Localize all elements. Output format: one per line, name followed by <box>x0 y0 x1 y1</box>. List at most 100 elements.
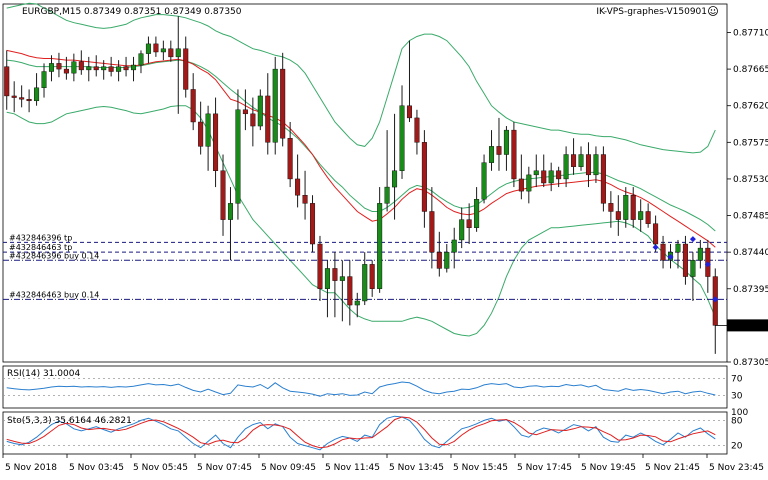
candle-body <box>392 170 398 188</box>
price-tick-label: 0.87485 <box>733 212 768 222</box>
candle-body <box>518 178 524 192</box>
candle-body <box>48 63 54 72</box>
price-tick-label: 0.87665 <box>733 65 768 75</box>
candle-body <box>63 68 69 74</box>
candle-body <box>653 223 659 245</box>
candle-body <box>250 113 256 127</box>
candle-body <box>302 195 308 204</box>
candle-body <box>198 121 204 147</box>
candle-body <box>548 170 554 184</box>
candle-body <box>280 68 286 139</box>
trade-arrow-icon[interactable] <box>712 296 719 303</box>
candle-body <box>585 154 591 176</box>
candle-body <box>160 48 166 53</box>
candle-body <box>436 251 442 269</box>
candle-body <box>623 195 629 220</box>
candle-body <box>227 203 233 220</box>
candle-body <box>682 243 688 277</box>
candle-body <box>86 66 92 71</box>
candle-body <box>593 154 599 176</box>
candle-body <box>272 68 278 143</box>
candle-body <box>481 162 487 200</box>
current-price-label: 0.87350 <box>730 322 767 332</box>
trade-arrow-icon[interactable] <box>704 261 711 268</box>
candle-body <box>339 276 345 281</box>
candle-body <box>615 211 621 220</box>
price-tick-label: 0.87710 <box>733 28 768 38</box>
moving-average-line <box>6 49 716 248</box>
candle-body <box>317 243 323 289</box>
candle-body <box>205 113 211 147</box>
price-tick-label: 0.87530 <box>733 175 768 185</box>
candle-body <box>101 66 107 71</box>
candle-body <box>645 211 651 224</box>
candle-body <box>429 211 435 253</box>
candle-body <box>503 129 509 155</box>
stochastic-tick-label: 80 <box>731 416 743 426</box>
candle-body <box>541 170 547 184</box>
candle-body <box>675 243 681 253</box>
candle-body <box>116 66 122 72</box>
candle-body <box>399 105 405 171</box>
rsi-line <box>6 381 716 397</box>
stochastic-pane-frame <box>2 411 728 455</box>
candle-body <box>242 109 248 115</box>
candle-body <box>556 170 562 180</box>
candle-body <box>190 89 196 123</box>
candle-body <box>578 154 584 167</box>
candle-body <box>71 61 77 74</box>
candle-body <box>213 113 219 171</box>
candle-body <box>474 199 480 228</box>
current-price-tag <box>727 319 768 332</box>
candle-body <box>19 97 25 100</box>
trade-arrow-icon[interactable] <box>652 244 659 251</box>
price-tick-label: 0.87620 <box>733 102 768 112</box>
candle-body <box>78 61 84 71</box>
time-tick-label: 5 Nov 19:45 <box>581 463 636 473</box>
candle-body <box>533 170 539 176</box>
candle-body <box>608 203 614 212</box>
time-tick-label: 5 Nov 11:45 <box>325 463 380 473</box>
candle-body <box>571 154 577 167</box>
candle-body <box>34 87 40 102</box>
candle-body <box>451 239 457 253</box>
candle-body <box>287 138 293 180</box>
candle-body <box>369 264 375 289</box>
candle-body <box>638 211 644 220</box>
price-tick-label: 0.87575 <box>733 138 768 148</box>
trade-arrow-icon[interactable] <box>689 236 696 243</box>
rsi-pane-frame <box>2 365 728 409</box>
candle-body <box>123 66 129 71</box>
order-level-label: #432846463 tp <box>9 243 72 252</box>
candle-body <box>220 170 226 220</box>
time-tick-label: 5 Nov 17:45 <box>517 463 572 473</box>
price-tick-label: 0.87440 <box>733 248 768 258</box>
rsi-tick-label: 30 <box>731 391 743 401</box>
time-tick-label: 5 Nov 09:45 <box>261 463 316 473</box>
rsi-title: RSI(14) 31.0004 <box>7 369 80 379</box>
candle-body <box>526 174 532 192</box>
rsi-tick-label: 70 <box>731 375 743 385</box>
candle-body <box>563 154 569 180</box>
trade-arrow-icon[interactable] <box>667 254 674 261</box>
candle-body <box>324 268 330 289</box>
time-tick-label: 5 Nov 13:45 <box>389 463 444 473</box>
stochastic-tick-label: 20 <box>731 442 743 452</box>
candle-body <box>444 251 450 269</box>
candle-body <box>690 260 696 277</box>
candle-body <box>377 203 383 289</box>
candle-body <box>11 95 17 98</box>
price-tick-label: 0.87305 <box>733 358 768 368</box>
candle-body <box>496 146 502 155</box>
stochastic-signal-line <box>6 416 716 449</box>
candle-body <box>354 300 360 306</box>
order-level-label: #432846396 buy 0.14 <box>9 251 99 260</box>
candle-body <box>183 48 189 90</box>
time-tick-label: 5 Nov 2018 <box>5 463 57 473</box>
candle-body <box>175 48 181 58</box>
candle-body <box>406 105 412 119</box>
time-tick-label: 5 Nov 07:45 <box>197 463 252 473</box>
candle-body <box>630 195 636 220</box>
